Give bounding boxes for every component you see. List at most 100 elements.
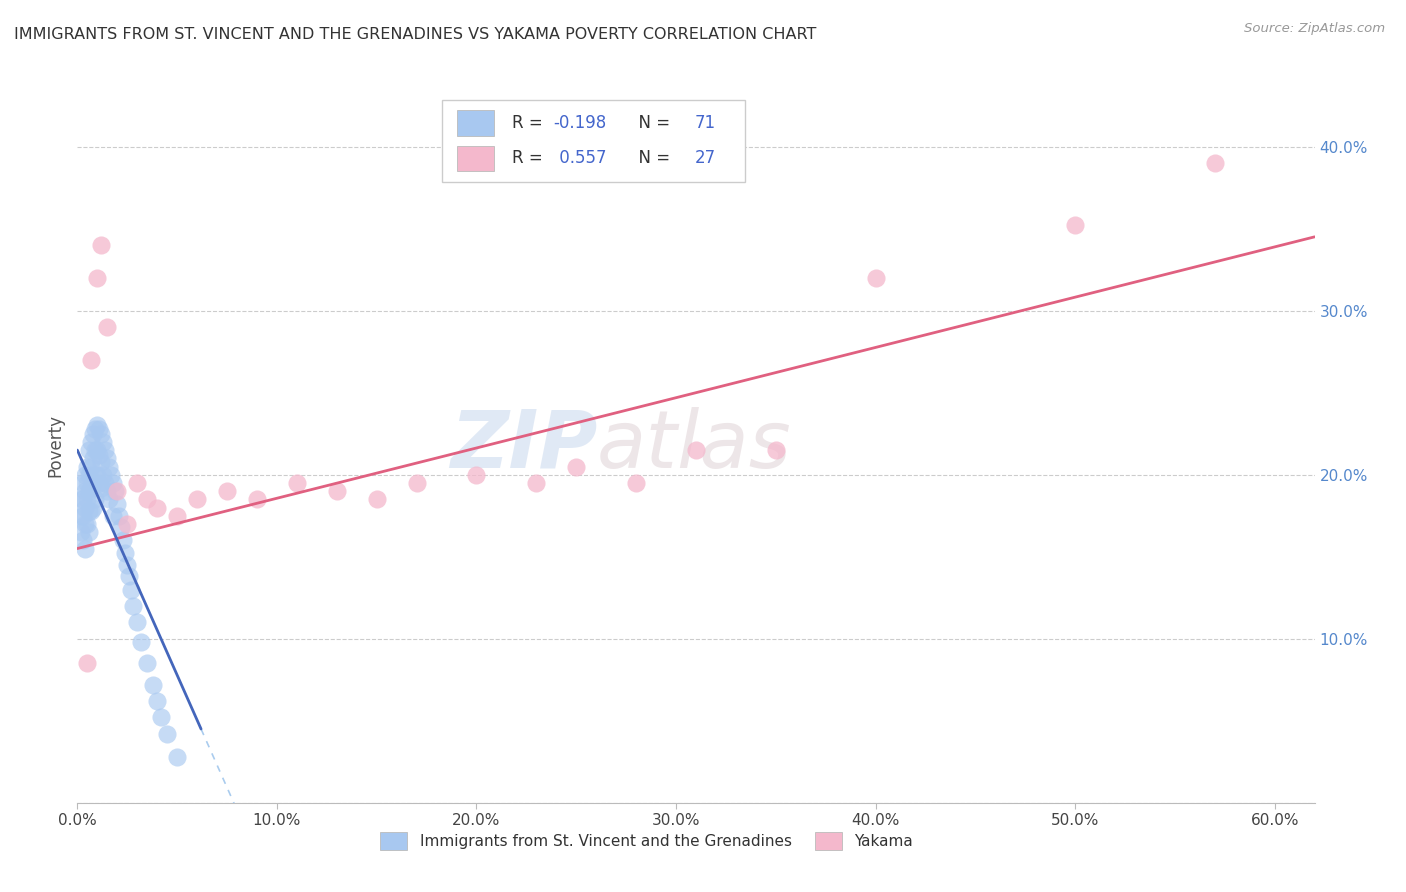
- Point: [465, 467, 488, 482]
- Point: [79, 504, 101, 518]
- Point: [166, 750, 188, 764]
- Point: [75, 467, 97, 482]
- Text: -0.198: -0.198: [554, 114, 607, 132]
- Text: atlas: atlas: [598, 407, 792, 485]
- Point: [75, 484, 97, 499]
- Point: [186, 492, 208, 507]
- Point: [112, 533, 135, 548]
- Point: [1064, 219, 1087, 233]
- Point: [82, 451, 104, 466]
- Point: [76, 516, 98, 531]
- Point: [624, 475, 647, 490]
- Point: [166, 508, 188, 523]
- Point: [366, 492, 388, 507]
- Point: [96, 451, 118, 466]
- Text: N =: N =: [628, 150, 675, 168]
- Point: [75, 516, 97, 531]
- Point: [76, 475, 98, 490]
- Text: 71: 71: [695, 114, 716, 132]
- Point: [127, 475, 149, 490]
- FancyBboxPatch shape: [443, 100, 745, 182]
- Point: [122, 599, 145, 613]
- Point: [72, 533, 94, 548]
- Point: [118, 569, 141, 583]
- Point: [72, 475, 94, 490]
- Text: ZIP: ZIP: [450, 407, 598, 485]
- Point: [79, 467, 101, 482]
- Point: [70, 508, 93, 523]
- Point: [80, 504, 103, 518]
- Point: [136, 657, 159, 671]
- FancyBboxPatch shape: [457, 110, 495, 136]
- Point: [285, 475, 308, 490]
- Point: [89, 448, 111, 462]
- Point: [142, 678, 165, 692]
- Point: [136, 492, 159, 507]
- Point: [108, 508, 131, 523]
- Point: [103, 508, 125, 523]
- Point: [86, 418, 108, 433]
- Point: [84, 467, 107, 482]
- Point: [80, 352, 103, 367]
- Point: [84, 422, 107, 436]
- Point: [72, 508, 94, 523]
- Point: [146, 500, 169, 515]
- Point: [765, 443, 787, 458]
- Legend: Immigrants from St. Vincent and the Grenadines, Yakama: Immigrants from St. Vincent and the Gren…: [374, 826, 920, 855]
- Point: [70, 492, 93, 507]
- Point: [96, 484, 118, 499]
- Point: [82, 475, 104, 490]
- Point: [89, 475, 111, 490]
- Point: [90, 454, 112, 468]
- Point: [405, 475, 427, 490]
- Point: [100, 467, 122, 482]
- Point: [96, 320, 118, 334]
- Text: N =: N =: [628, 114, 675, 132]
- Point: [129, 635, 152, 649]
- Point: [105, 484, 128, 499]
- Point: [114, 546, 136, 560]
- Point: [86, 443, 108, 458]
- Point: [84, 492, 107, 507]
- Point: [79, 525, 101, 540]
- Point: [80, 481, 103, 495]
- Point: [104, 484, 127, 499]
- Point: [82, 500, 104, 515]
- Y-axis label: Poverty: Poverty: [46, 415, 65, 477]
- Point: [326, 484, 349, 499]
- Point: [79, 484, 101, 499]
- Point: [72, 492, 94, 507]
- FancyBboxPatch shape: [457, 145, 495, 171]
- Point: [150, 710, 173, 724]
- Point: [84, 443, 107, 458]
- Point: [80, 434, 103, 449]
- Point: [105, 497, 128, 511]
- Point: [94, 475, 117, 490]
- Point: [98, 492, 121, 507]
- Point: [76, 492, 98, 507]
- Point: [89, 422, 111, 436]
- Point: [86, 467, 108, 482]
- Point: [127, 615, 149, 630]
- Point: [86, 270, 108, 285]
- Point: [98, 459, 121, 474]
- Point: [91, 434, 114, 449]
- Point: [90, 426, 112, 441]
- Point: [215, 484, 238, 499]
- Point: [115, 558, 138, 572]
- Point: [80, 459, 103, 474]
- Text: Source: ZipAtlas.com: Source: ZipAtlas.com: [1244, 22, 1385, 36]
- Text: R =: R =: [512, 114, 547, 132]
- Text: 0.557: 0.557: [554, 150, 606, 168]
- Point: [246, 492, 269, 507]
- Point: [115, 516, 138, 531]
- Point: [110, 520, 132, 534]
- Point: [103, 475, 125, 490]
- Point: [94, 443, 117, 458]
- Point: [76, 459, 98, 474]
- Text: R =: R =: [512, 150, 547, 168]
- Point: [524, 475, 547, 490]
- Point: [565, 459, 588, 474]
- Point: [146, 694, 169, 708]
- Point: [75, 500, 97, 515]
